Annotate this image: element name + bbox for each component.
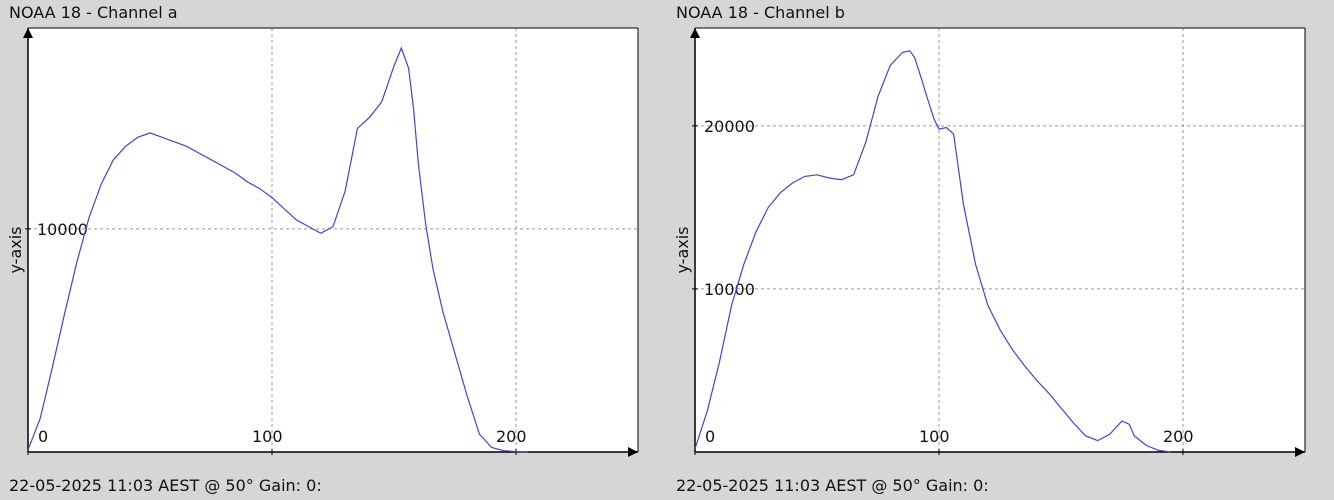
series-line <box>694 50 1171 453</box>
chart-footer-timestamp: 22-05-2025 11:03 AEST @ 50° Gain: 0: <box>676 476 989 495</box>
x-axis-arrow <box>628 447 638 457</box>
y-tick-label: 20000 <box>704 117 755 136</box>
chart-title: NOAA 18 - Channel b <box>676 3 845 22</box>
x-tick-label: 200 <box>496 427 527 446</box>
x-axis-arrow <box>1295 447 1305 457</box>
y-axis-arrow <box>690 28 700 38</box>
chart-footer-timestamp: 22-05-2025 11:03 AEST @ 50° Gain: 0: <box>9 476 322 495</box>
chart-panel-b: NOAA 18 - Channel b 0 100 200 10000 20000 y-a… <box>667 0 1334 500</box>
y-tick-label: 10000 <box>704 280 755 299</box>
x-tick-label: 200 <box>1163 427 1194 446</box>
y-axis-title: y-axis <box>673 226 692 273</box>
x-tick-label: 100 <box>919 427 950 446</box>
chart-panel-a: NOAA 18 - Channel a 0 100 200 10000 y-axis 2… <box>6 3 639 495</box>
plot-area <box>695 28 1305 452</box>
x-tick-label: 0 <box>705 427 715 446</box>
y-tick-label: 10000 <box>37 220 88 239</box>
x-tick-label: 100 <box>252 427 283 446</box>
chart-plot: 0 100 200 10000 20000 y-axis <box>673 27 1306 457</box>
x-tick-label: 0 <box>38 427 48 446</box>
y-axis-title: y-axis <box>6 226 25 273</box>
plot-area <box>28 28 638 452</box>
chart-plot: 0 100 200 10000 y-axis <box>6 27 639 457</box>
y-axis-arrow <box>23 28 33 38</box>
series-line <box>27 46 529 453</box>
chart-title: NOAA 18 - Channel a <box>9 3 178 22</box>
